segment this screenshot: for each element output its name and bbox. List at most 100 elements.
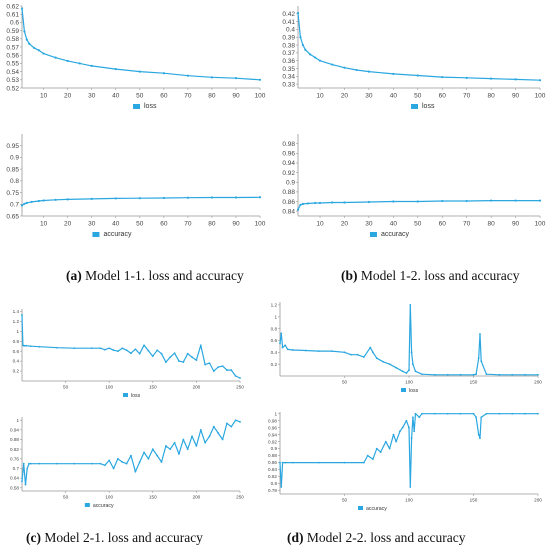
data-point xyxy=(280,332,283,335)
data-point xyxy=(90,462,93,465)
data-point xyxy=(38,462,41,465)
data-point xyxy=(279,342,281,345)
legend-label: loss xyxy=(131,393,141,399)
y-tick-label: 0.78 xyxy=(268,488,277,493)
data-point xyxy=(472,373,475,376)
data-point xyxy=(42,52,45,55)
data-point xyxy=(182,361,185,364)
data-point xyxy=(480,360,483,363)
data-point xyxy=(485,412,488,415)
data-point xyxy=(103,348,106,351)
x-tick-label: 150 xyxy=(470,380,478,385)
caption-b: (b) Model 1-2. loss and accuracy xyxy=(341,268,520,283)
data-point xyxy=(20,7,24,10)
y-tick-label: 0.86 xyxy=(268,460,277,465)
data-point xyxy=(195,445,198,447)
legend-swatch xyxy=(92,232,100,237)
y-tick-label: 0.62 xyxy=(6,3,19,10)
x-tick-label: 100 xyxy=(105,385,113,390)
legend-label: loss xyxy=(409,388,419,394)
data-point xyxy=(281,346,284,349)
data-point xyxy=(317,350,320,353)
data-point xyxy=(465,76,468,79)
y-tick-label: 1.2 xyxy=(13,319,20,324)
x-tick-label: 80 xyxy=(208,221,216,228)
x-tick-label: 50 xyxy=(136,221,144,228)
y-tick-label: 0.55 xyxy=(6,61,19,68)
data-point xyxy=(343,66,346,69)
data-point xyxy=(112,467,115,470)
data-point xyxy=(490,77,493,80)
data-point xyxy=(204,363,207,366)
y-tick-label: 0.88 xyxy=(268,453,277,458)
x-tick-label: 30 xyxy=(365,93,373,100)
series-line xyxy=(21,8,261,81)
x-tick-label: 200 xyxy=(534,498,542,503)
y-tick-label: 0.35 xyxy=(282,66,295,73)
data-point xyxy=(234,196,238,199)
data-point xyxy=(108,347,111,350)
y-tick-label: 0.7 xyxy=(10,202,19,209)
y-tick-label: 0.39 xyxy=(282,35,295,42)
data-point xyxy=(343,201,346,204)
data-point xyxy=(90,197,93,200)
data-point xyxy=(343,351,346,354)
data-point xyxy=(410,351,413,354)
x-tick-label: 60 xyxy=(439,221,447,228)
data-point xyxy=(143,451,145,454)
y-tick-label: 0.33 xyxy=(282,81,295,88)
y-tick-label: 0.53 xyxy=(6,77,19,84)
x-tick-label: 10 xyxy=(316,221,324,228)
data-point xyxy=(239,420,241,423)
data-point xyxy=(410,437,413,440)
y-tick-label: 0.82 xyxy=(268,474,277,479)
data-point xyxy=(416,74,419,77)
data-point xyxy=(130,454,132,457)
legend-swatch xyxy=(401,388,406,392)
data-point xyxy=(38,345,41,348)
data-point xyxy=(314,56,317,59)
data-point xyxy=(99,347,102,350)
y-tick-label: 0.8 xyxy=(271,326,278,331)
y-tick-label: 0.58 xyxy=(6,36,19,43)
data-point xyxy=(90,347,93,350)
x-tick-label: 200 xyxy=(534,380,542,385)
chart-d-accuracy: 0.78 0.8 0.82 0.84 0.86 0.88 0.9 0.92 0.94 0.96 0.… xyxy=(258,408,548,528)
data-point xyxy=(258,196,262,199)
data-point xyxy=(356,353,359,356)
data-point xyxy=(23,344,26,347)
y-tick-label: 0.86 xyxy=(282,199,295,206)
y-tick-label: 0.9 xyxy=(286,180,295,187)
y-tick-label: 0.7 xyxy=(13,466,20,471)
data-point xyxy=(421,412,423,415)
legend-label: accuracy xyxy=(381,231,410,238)
series-line xyxy=(297,12,541,81)
data-point xyxy=(367,70,370,73)
data-point xyxy=(25,201,28,204)
x-tick-label: 50 xyxy=(63,385,69,390)
y-tick-label: 0.65 xyxy=(6,213,19,220)
y-tick-label: 0.38 xyxy=(282,42,295,49)
y-tick-label: 0.56 xyxy=(6,52,19,59)
data-point xyxy=(306,202,309,205)
y-tick-label: 1.4 xyxy=(13,309,20,314)
data-point xyxy=(24,483,27,486)
data-point xyxy=(186,352,189,355)
data-point xyxy=(418,416,421,419)
data-point xyxy=(382,360,385,363)
data-point xyxy=(411,416,414,419)
x-tick-label: 40 xyxy=(390,93,398,100)
data-point xyxy=(366,454,369,457)
y-tick-label: 0.92 xyxy=(282,170,295,177)
legend-label: loss xyxy=(422,103,435,110)
legend-label: accuracy xyxy=(93,503,114,509)
x-tick-label: 100 xyxy=(405,498,413,503)
x-tick-label: 30 xyxy=(365,221,373,228)
data-point xyxy=(279,461,281,464)
legend-swatch xyxy=(133,104,140,109)
y-tick-label: 1 xyxy=(16,418,19,423)
data-point xyxy=(485,373,488,376)
data-point xyxy=(78,62,81,65)
data-point xyxy=(54,56,57,59)
